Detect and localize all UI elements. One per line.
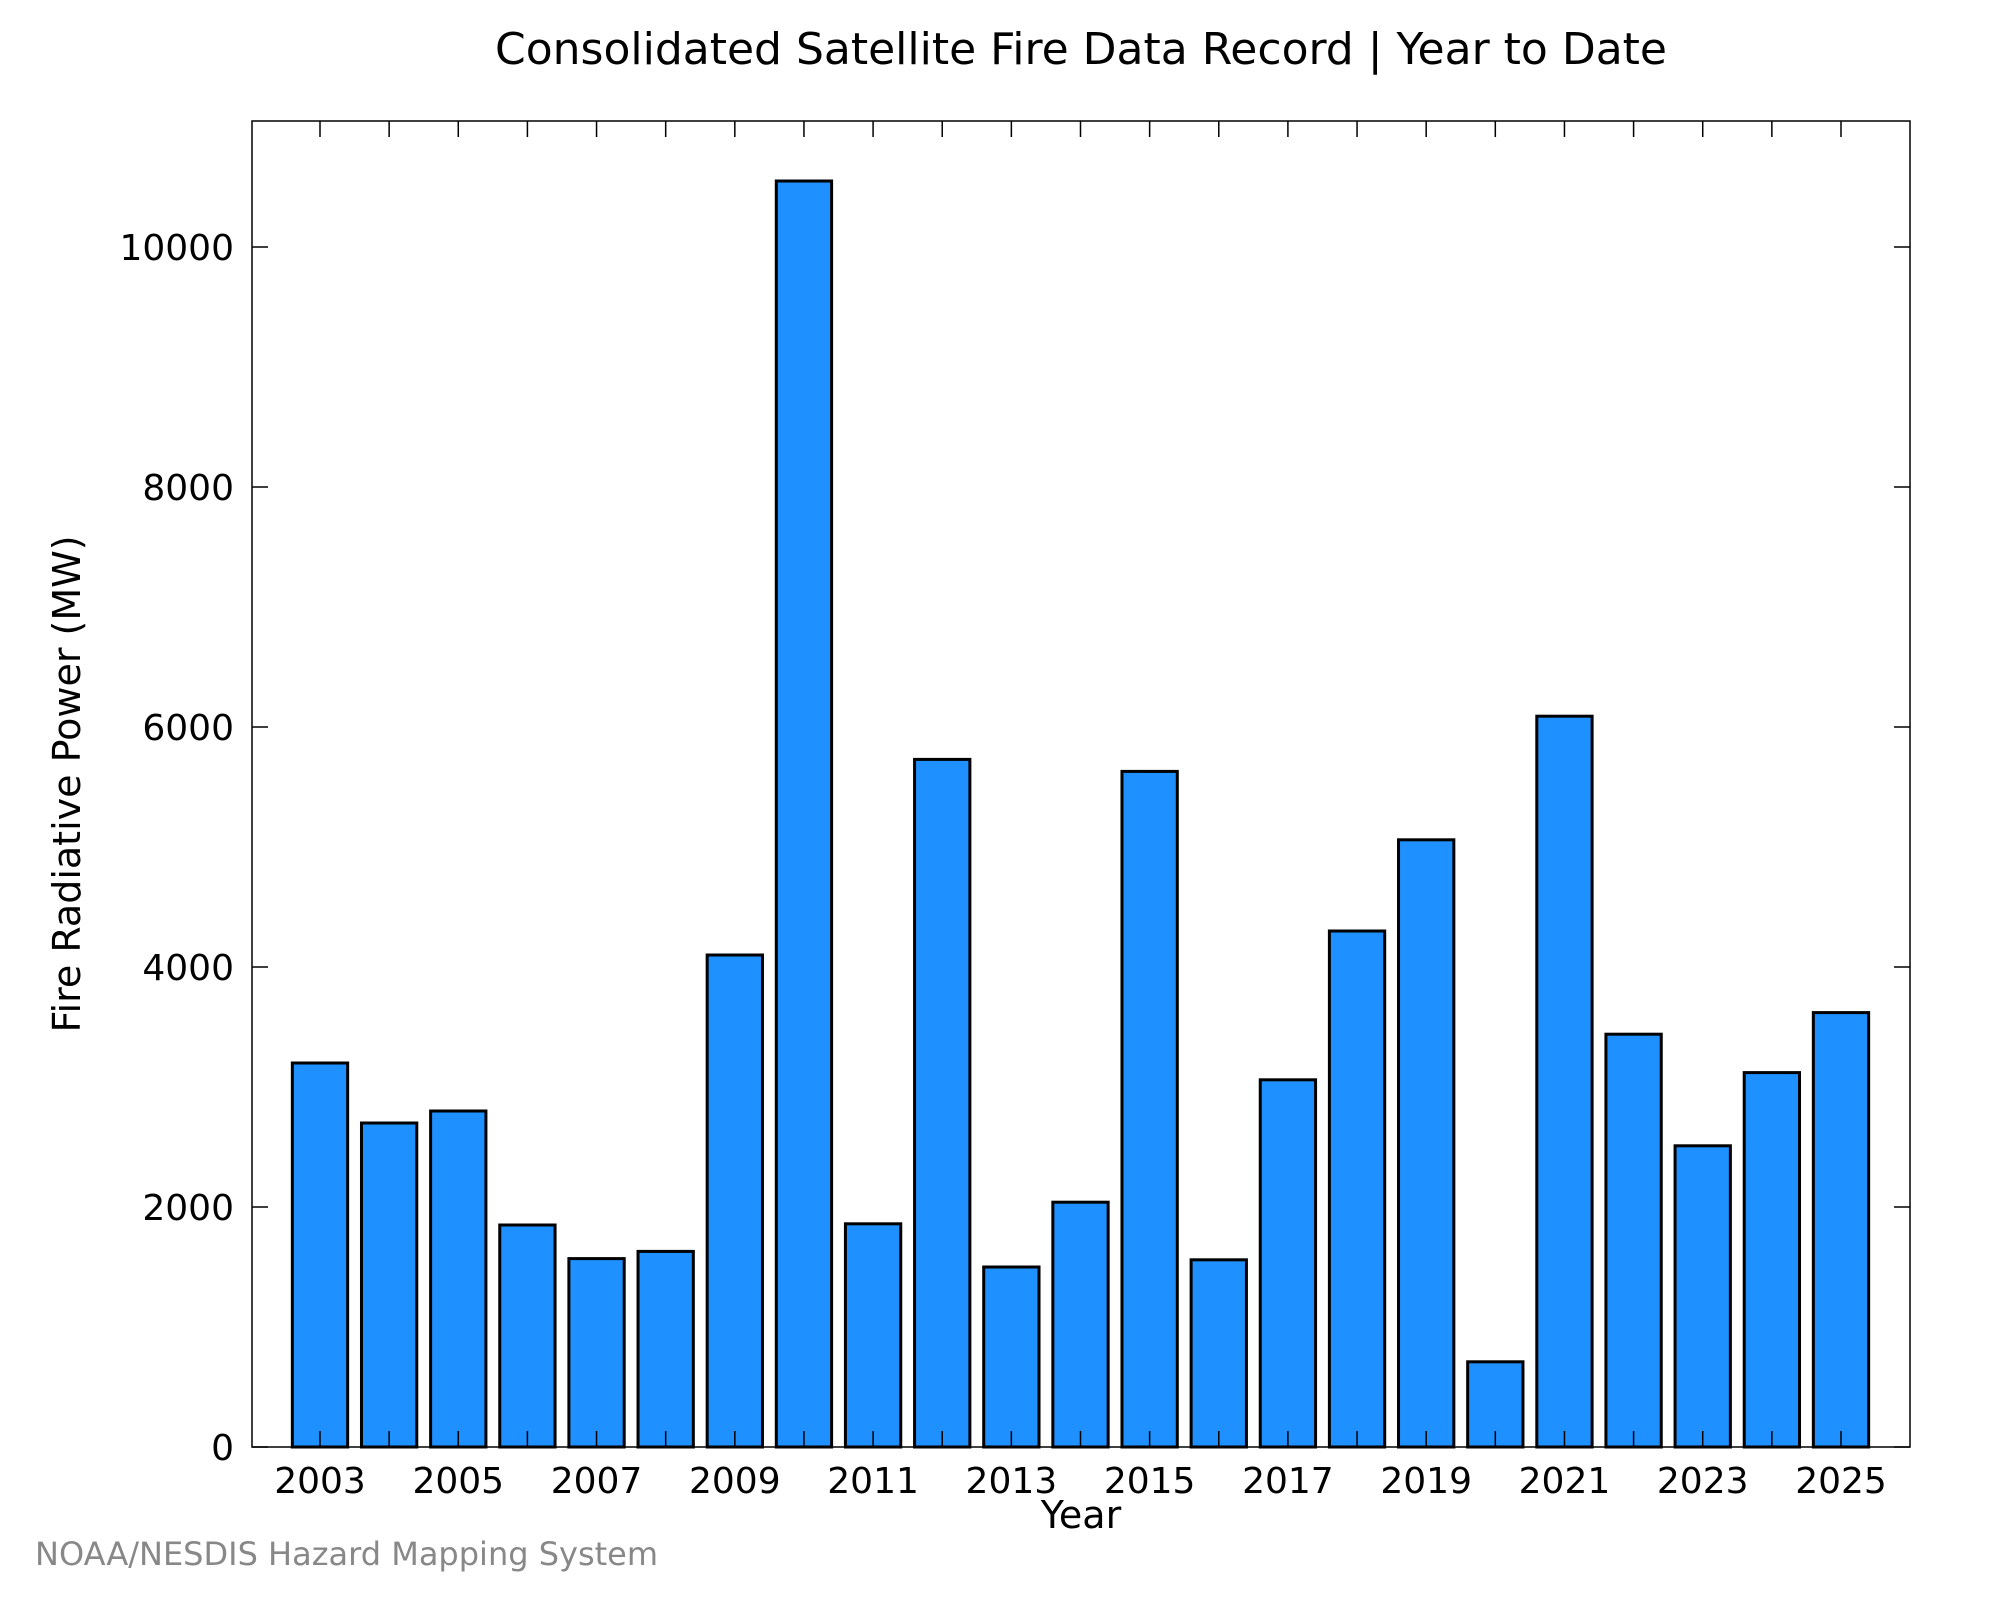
x-tick-label: 2007 <box>551 1461 643 1502</box>
y-tick-label: 8000 <box>142 468 234 509</box>
x-axis: 2003 2005 2007 2009 2011 2013 2015 2017 2019 2021… <box>274 121 1887 1502</box>
bar-2023 <box>1673 1144 1732 1449</box>
bar-2005 <box>429 1109 488 1449</box>
bar-2010 <box>774 179 834 1449</box>
bar-2018 <box>1327 929 1387 1449</box>
y-tick-label: 4000 <box>142 948 234 989</box>
bar-2021 <box>1535 714 1594 1449</box>
bar-2009 <box>705 953 764 1449</box>
y-tick-label: 0 <box>211 1428 234 1469</box>
x-tick-label: 2013 <box>966 1461 1058 1502</box>
bar-2024 <box>1742 1071 1802 1449</box>
x-tick-label: 2005 <box>412 1461 504 1502</box>
bars-group <box>290 179 1871 1449</box>
bar-2015 <box>1120 769 1179 1449</box>
bar-2014 <box>1051 1200 1110 1449</box>
bar-2006 <box>498 1223 557 1449</box>
source-credit: NOAA/NESDIS Hazard Mapping System <box>35 1535 659 1573</box>
bar-2012 <box>913 757 972 1449</box>
bar-2013 <box>982 1265 1041 1449</box>
y-tick-label: 2000 <box>142 1188 234 1229</box>
bar-2008 <box>636 1249 695 1449</box>
bar-2019 <box>1397 838 1456 1449</box>
x-tick-label: 2009 <box>689 1461 781 1502</box>
x-tick-label: 2003 <box>274 1461 366 1502</box>
y-tick-label: 10000 <box>119 228 234 269</box>
y-axis-label: Fire Radiative Power (MW) <box>45 535 89 1032</box>
chart-title: Consolidated Satellite Fire Data Record … <box>495 24 1667 75</box>
bar-2016 <box>1189 1258 1248 1449</box>
x-tick-label: 2015 <box>1104 1461 1196 1502</box>
bar-2003 <box>290 1061 350 1449</box>
x-tick-label: 2023 <box>1657 1461 1749 1502</box>
bar-2017 <box>1258 1078 1318 1449</box>
y-axis: 0 2000 4000 6000 8000 10000 <box>119 228 1910 1469</box>
x-tick-label: 2017 <box>1242 1461 1334 1502</box>
x-tick-label: 2021 <box>1519 1461 1611 1502</box>
bar-2025 <box>1811 1011 1871 1449</box>
bar-2011 <box>843 1222 903 1449</box>
x-axis-label: Year <box>1040 1493 1122 1537</box>
bar-2007 <box>567 1257 626 1449</box>
x-tick-label: 2025 <box>1795 1461 1887 1502</box>
x-tick-label: 2011 <box>827 1461 919 1502</box>
bar-2022 <box>1604 1032 1663 1449</box>
x-tick-label: 2019 <box>1380 1461 1472 1502</box>
bar-2004 <box>359 1121 419 1449</box>
y-tick-label: 6000 <box>142 708 234 749</box>
